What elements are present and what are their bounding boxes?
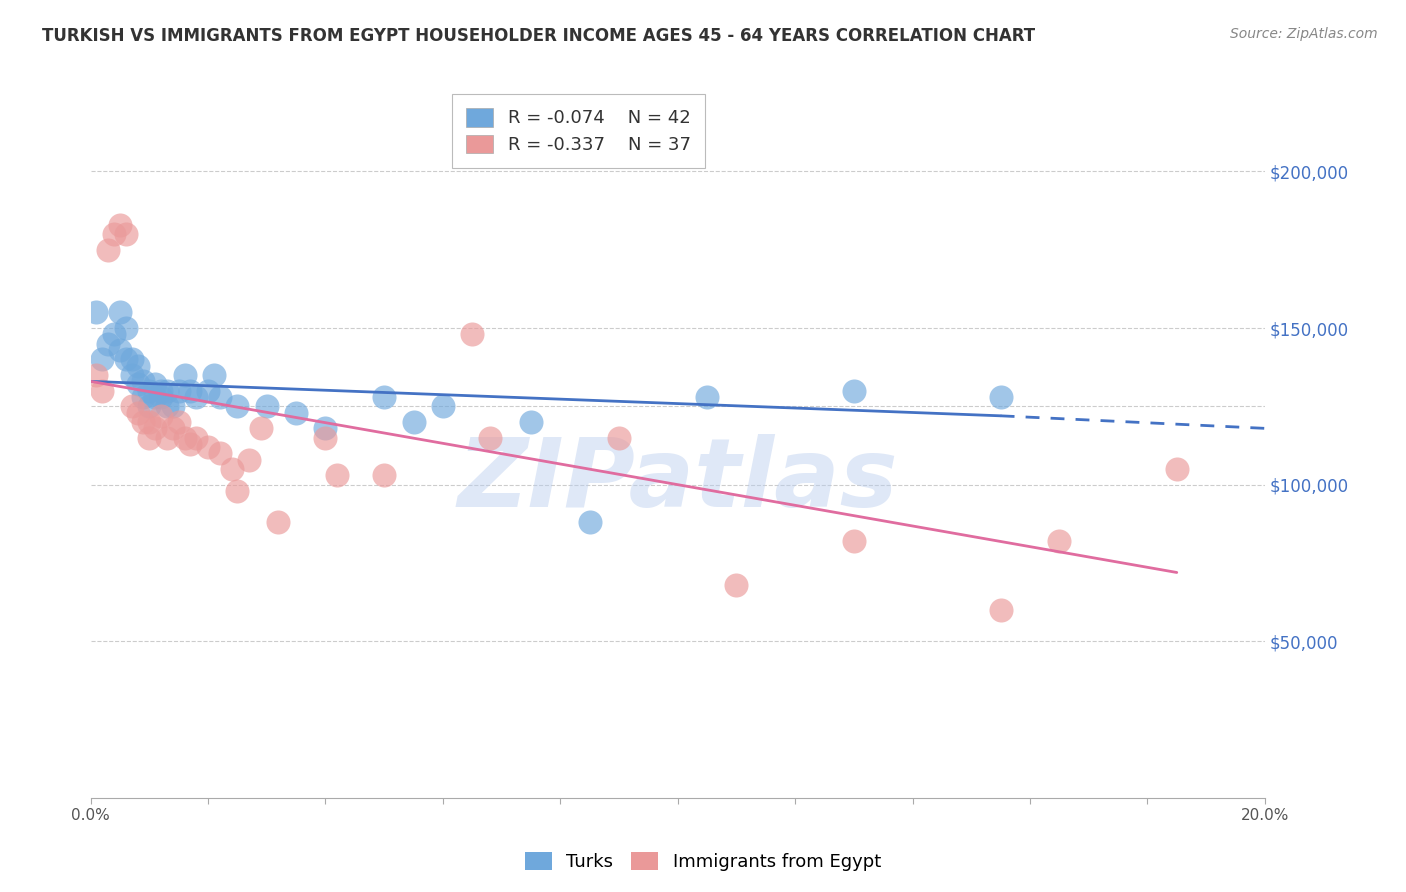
Point xyxy=(156,384,179,398)
Point xyxy=(197,384,219,398)
Point xyxy=(432,400,454,414)
Point xyxy=(250,421,273,435)
Point xyxy=(143,377,166,392)
Point xyxy=(162,400,184,414)
Point xyxy=(238,452,260,467)
Point xyxy=(162,421,184,435)
Point xyxy=(132,375,155,389)
Point xyxy=(226,483,249,498)
Point xyxy=(86,368,108,383)
Point xyxy=(461,327,484,342)
Point xyxy=(578,516,600,530)
Point xyxy=(127,406,149,420)
Point xyxy=(373,468,395,483)
Text: Source: ZipAtlas.com: Source: ZipAtlas.com xyxy=(1230,27,1378,41)
Point xyxy=(167,384,190,398)
Point xyxy=(607,431,630,445)
Point xyxy=(91,384,114,398)
Point xyxy=(115,321,138,335)
Text: ZIPatlas: ZIPatlas xyxy=(457,434,898,527)
Point xyxy=(842,384,865,398)
Point xyxy=(103,327,125,342)
Point xyxy=(108,343,131,357)
Point xyxy=(725,578,748,592)
Point xyxy=(143,421,166,435)
Point xyxy=(186,431,208,445)
Point xyxy=(97,243,120,257)
Point xyxy=(138,431,160,445)
Point xyxy=(478,431,501,445)
Point xyxy=(326,468,349,483)
Point xyxy=(226,400,249,414)
Point xyxy=(108,218,131,232)
Point xyxy=(86,305,108,319)
Point xyxy=(402,415,425,429)
Point xyxy=(520,415,543,429)
Point xyxy=(1166,462,1188,476)
Point xyxy=(179,437,201,451)
Point xyxy=(842,534,865,549)
Point xyxy=(314,421,336,435)
Point xyxy=(208,390,231,404)
Point xyxy=(179,384,201,398)
Point xyxy=(150,390,173,404)
Point xyxy=(91,352,114,367)
Point xyxy=(115,352,138,367)
Legend: Turks, Immigrants from Egypt: Turks, Immigrants from Egypt xyxy=(517,845,889,879)
Text: TURKISH VS IMMIGRANTS FROM EGYPT HOUSEHOLDER INCOME AGES 45 - 64 YEARS CORRELATI: TURKISH VS IMMIGRANTS FROM EGYPT HOUSEHO… xyxy=(42,27,1035,45)
Point xyxy=(202,368,225,383)
Point xyxy=(132,390,155,404)
Point xyxy=(150,409,173,423)
Point xyxy=(115,227,138,241)
Legend: R = -0.074    N = 42, R = -0.337    N = 37: R = -0.074 N = 42, R = -0.337 N = 37 xyxy=(451,94,706,169)
Point xyxy=(156,400,179,414)
Point xyxy=(990,390,1012,404)
Point xyxy=(127,377,149,392)
Point xyxy=(167,415,190,429)
Point xyxy=(696,390,718,404)
Point xyxy=(150,384,173,398)
Point xyxy=(108,305,131,319)
Point xyxy=(285,406,308,420)
Point xyxy=(121,400,143,414)
Point xyxy=(156,431,179,445)
Point xyxy=(132,415,155,429)
Point xyxy=(173,431,195,445)
Point xyxy=(121,368,143,383)
Point xyxy=(267,516,290,530)
Point xyxy=(143,390,166,404)
Point xyxy=(138,384,160,398)
Point xyxy=(373,390,395,404)
Point xyxy=(221,462,243,476)
Point xyxy=(1047,534,1070,549)
Point xyxy=(990,603,1012,617)
Point xyxy=(208,446,231,460)
Point xyxy=(103,227,125,241)
Point xyxy=(127,359,149,373)
Point xyxy=(138,415,160,429)
Point xyxy=(173,368,195,383)
Point xyxy=(314,431,336,445)
Point xyxy=(138,400,160,414)
Point xyxy=(186,390,208,404)
Point xyxy=(97,336,120,351)
Point xyxy=(197,440,219,454)
Point xyxy=(121,352,143,367)
Point xyxy=(256,400,278,414)
